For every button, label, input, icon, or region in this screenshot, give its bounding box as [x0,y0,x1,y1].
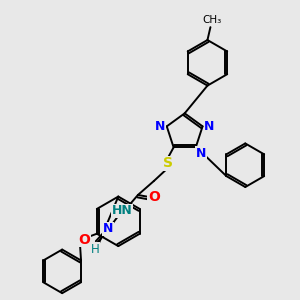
Text: O: O [148,190,160,204]
Text: N: N [155,120,165,133]
Text: N: N [204,120,215,133]
Text: N: N [196,147,206,160]
Text: H: H [91,243,100,256]
Text: N: N [103,222,113,235]
Text: S: S [163,156,173,170]
Text: O: O [78,233,90,247]
Text: HN: HN [112,204,133,217]
Text: CH₃: CH₃ [203,15,222,25]
